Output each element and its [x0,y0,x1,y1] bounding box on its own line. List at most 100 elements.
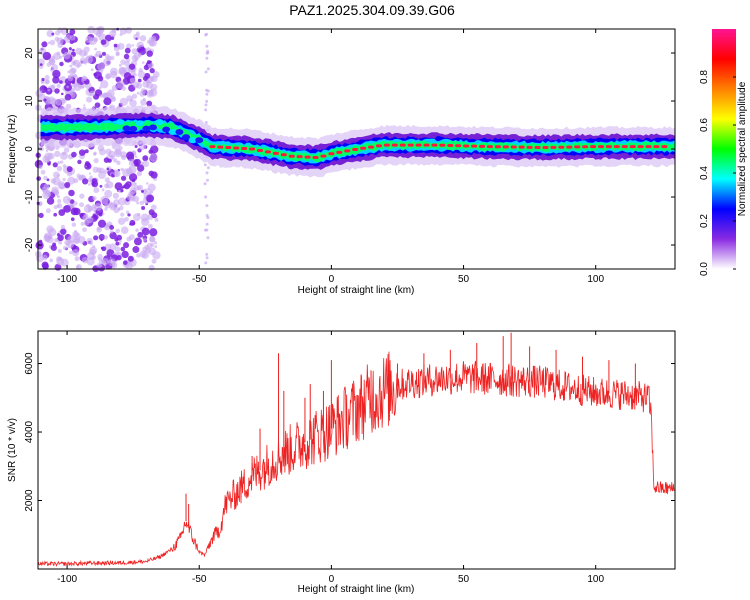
noise-dot [103,235,109,240]
noise-dot [148,264,155,271]
noise-dot [132,195,140,203]
ridge-peak [613,145,620,149]
noise-dot [117,217,126,225]
ridge-peak [288,154,295,158]
noise-dot [69,64,73,68]
noise-dot [113,170,121,178]
noise-dot [92,195,97,201]
noise-dot [127,213,131,217]
noise-dot [46,197,55,205]
noise-dot [66,166,73,173]
ridge-peak [431,143,438,147]
noise-dot [51,32,55,36]
ridge-peak [399,143,406,147]
noise-dot [111,85,118,92]
ridge-peak [629,145,636,149]
ridge-peak [471,144,478,148]
noise-dot [100,80,109,89]
noise-dot [132,246,140,254]
noise-dot [53,205,58,210]
noise-dot [131,55,138,62]
noise-dot [142,160,149,168]
noise-dot [137,70,146,79]
noise-dot [112,29,117,33]
noise-dot [77,159,82,165]
noise-dot [114,182,123,191]
noise-dot [134,182,137,185]
noise-dot [58,182,66,190]
noise-dot [98,86,102,90]
noise-dot [50,244,57,251]
ridge-peak [550,145,557,149]
noise-dot [72,48,75,52]
noise-dot [69,28,76,35]
noise-dot [100,246,104,250]
noise-dot [100,39,107,45]
noise-dot [120,188,124,193]
ridge-peak [217,145,224,149]
noise-dot [66,240,75,249]
ridge-peak [241,147,248,151]
ridge-peak [597,145,604,149]
x-tick-label: 0 [329,274,335,285]
noise-dot [106,167,110,171]
ridge-peak [526,145,533,149]
noise-dot [128,63,136,70]
snr-panel: -100 -50 0 50 100 2000 4000 6000 Height of stra… [7,330,676,595]
ridge-peak [486,145,493,149]
noise-dot [139,35,147,42]
noise-dot [97,62,105,71]
noise-dot [146,50,153,57]
noise-dot [120,246,126,252]
noise-dot [66,170,73,177]
ridge-blob [135,120,144,127]
ridge-peak [590,145,597,149]
ridge-peak [566,145,573,149]
noise-dot [206,178,210,182]
ridge-peak [344,149,351,153]
noise-dot [45,79,50,84]
ridge-peak [336,150,343,154]
noise-dot [135,37,138,40]
ridge-peak [328,152,335,156]
noise-dot [58,240,63,245]
y-tick-label: 0 [24,146,35,152]
ridge-blob [175,129,184,136]
ridge-peak [391,143,398,147]
ridge-peak [296,155,303,159]
noise-dot [139,91,146,97]
ridge-blob [188,137,197,144]
noise-dot [109,225,115,230]
noise-dot [89,90,96,97]
noise-dot [41,261,49,269]
noise-dot [104,207,108,211]
ridge-peak [304,155,311,159]
noise-dot [61,98,67,104]
noise-dot [94,203,103,211]
ridge-peak [502,145,509,149]
noise-dot [45,208,51,214]
ridge-blob [195,137,204,144]
noise-dot [89,248,96,256]
noise-dot [147,183,156,192]
noise-dot [150,171,158,179]
noise-dot [70,67,77,74]
noise-dot [82,227,87,233]
noise-dot [148,40,155,47]
noise-dot [49,58,56,65]
noise-dot [81,75,88,82]
noise-dot [101,257,109,266]
noise-dot [149,228,158,237]
noise-dot [56,195,61,199]
snr-frame [37,330,676,570]
noise-dot [94,102,101,109]
noise-dot [115,51,120,56]
noise-dot [205,214,209,218]
noise-dot [132,222,136,226]
noise-dot [52,76,60,84]
noise-dot [131,48,138,55]
noise-dot [204,70,208,74]
ridge-blob [115,119,124,126]
snr-plot-area [38,331,675,569]
